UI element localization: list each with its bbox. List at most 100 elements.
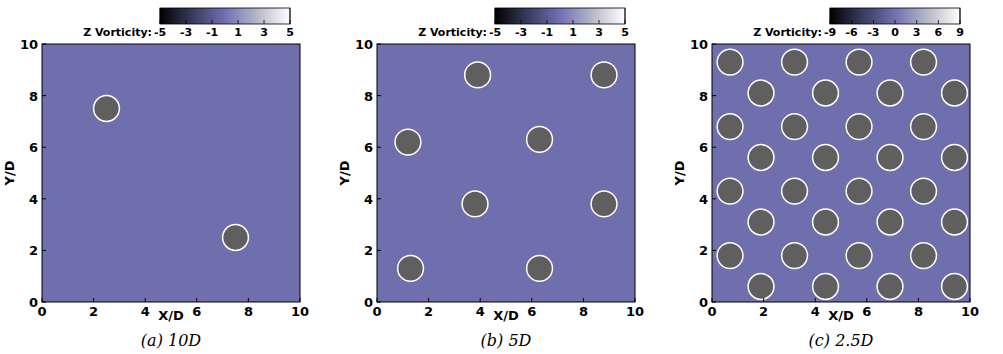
cylinders — [94, 96, 249, 251]
x-tick-label: 8 — [914, 304, 923, 319]
vorticity-field — [377, 44, 635, 302]
cylinder — [94, 96, 120, 122]
colorbar-tick — [599, 20, 600, 24]
y-tick-label: 0 — [364, 295, 373, 310]
colorbar-end — [960, 8, 961, 24]
colorbar-end — [290, 8, 291, 24]
x-axis-title: X/D — [493, 308, 519, 323]
cylinder — [846, 178, 872, 204]
cylinder — [911, 49, 937, 75]
x-tick-label: 0 — [707, 304, 716, 319]
cylinder — [911, 178, 937, 204]
x-tick — [763, 298, 764, 302]
colorbar-tick-label: 6 — [935, 26, 943, 39]
y-tick — [42, 302, 46, 303]
y-tick-label: 6 — [29, 140, 38, 155]
cylinder — [717, 178, 743, 204]
cylinder — [591, 191, 617, 217]
cylinder — [398, 256, 424, 282]
colorbar-tick — [938, 20, 939, 24]
colorbar-end — [625, 8, 626, 24]
y-tick — [42, 147, 46, 148]
x-tick-label: 2 — [89, 304, 98, 319]
y-tick — [377, 198, 381, 199]
x-tick-label: 8 — [244, 304, 253, 319]
cylinder — [527, 256, 553, 282]
colorbar-label: Z Vorticity: — [83, 26, 152, 39]
colorbar-label: Z Vorticity: — [418, 26, 487, 39]
y-tick-label: 8 — [364, 89, 373, 104]
colorbar-tick-label: -5 — [154, 26, 166, 39]
colorbar-tick-label: -5 — [489, 26, 501, 39]
y-tick — [377, 95, 381, 96]
colorbar-tick — [238, 20, 239, 24]
y-tick — [377, 147, 381, 148]
cylinder — [877, 274, 903, 300]
x-tick — [970, 298, 971, 302]
cylinder — [717, 243, 743, 269]
colorbar-tick-label: -9 — [824, 26, 836, 39]
cylinder — [748, 209, 774, 235]
x-tick-label: 4 — [811, 304, 820, 319]
y-tick-label: 2 — [364, 243, 373, 258]
y-tick-label: 4 — [699, 192, 708, 207]
cylinder — [782, 114, 808, 140]
cylinder — [813, 274, 839, 300]
cylinder — [527, 127, 553, 153]
y-tick — [712, 250, 716, 251]
x-tick — [815, 298, 816, 302]
cylinder — [813, 209, 839, 235]
colorbar-tick-label: 3 — [913, 26, 921, 39]
y-tick — [377, 250, 381, 251]
cylinder — [846, 114, 872, 140]
y-tick — [42, 95, 46, 96]
cylinder — [942, 209, 968, 235]
cylinder — [813, 145, 839, 171]
y-tick-label: 4 — [364, 192, 373, 207]
x-axis-title: X/D — [828, 308, 854, 323]
y-axis-title: Y/D — [337, 160, 352, 186]
colorbar-tick-label: 9 — [956, 26, 964, 39]
panel: 02468100246810X/DY/D(b) 5D-5-3-1135Z Vor… — [337, 8, 644, 350]
x-tick-label: 0 — [37, 304, 46, 319]
x-tick — [93, 298, 94, 302]
y-axis-title: Y/D — [672, 160, 687, 186]
cylinder — [223, 225, 249, 251]
cylinder — [395, 129, 421, 155]
y-tick — [712, 302, 716, 303]
colorbar-tick-label: -6 — [846, 26, 859, 39]
colorbar-end — [830, 8, 831, 24]
y-tick — [42, 44, 46, 45]
cylinder — [877, 209, 903, 235]
cylinder — [942, 80, 968, 106]
colorbar — [495, 8, 625, 24]
colorbar-tick-label: -1 — [206, 26, 218, 39]
cylinder — [846, 49, 872, 75]
panel-caption: (a) 10D — [141, 331, 201, 350]
cylinder — [942, 274, 968, 300]
x-tick-label: 6 — [192, 304, 201, 319]
y-tick-label: 0 — [699, 295, 708, 310]
colorbar-tick — [895, 20, 896, 24]
colorbar-tick-label: -3 — [867, 26, 879, 39]
x-tick-label: 2 — [424, 304, 433, 319]
x-tick — [918, 298, 919, 302]
y-tick-label: 4 — [29, 192, 38, 207]
x-tick — [42, 298, 43, 302]
colorbar-tick — [212, 20, 213, 24]
y-tick — [712, 95, 716, 96]
y-tick-label: 10 — [20, 37, 38, 52]
x-tick — [583, 298, 584, 302]
colorbar-tick — [547, 20, 548, 24]
x-tick-label: 10 — [961, 304, 979, 319]
colorbar-tick-label: 5 — [621, 26, 629, 39]
cylinder — [911, 114, 937, 140]
colorbar-tick-label: 0 — [891, 26, 899, 39]
colorbar — [830, 8, 960, 24]
colorbar-tick-label: 1 — [234, 26, 242, 39]
x-tick-label: 4 — [141, 304, 150, 319]
colorbar-tick-label: 3 — [595, 26, 603, 39]
cylinder — [748, 145, 774, 171]
y-tick — [712, 147, 716, 148]
plot-frame — [712, 44, 970, 302]
